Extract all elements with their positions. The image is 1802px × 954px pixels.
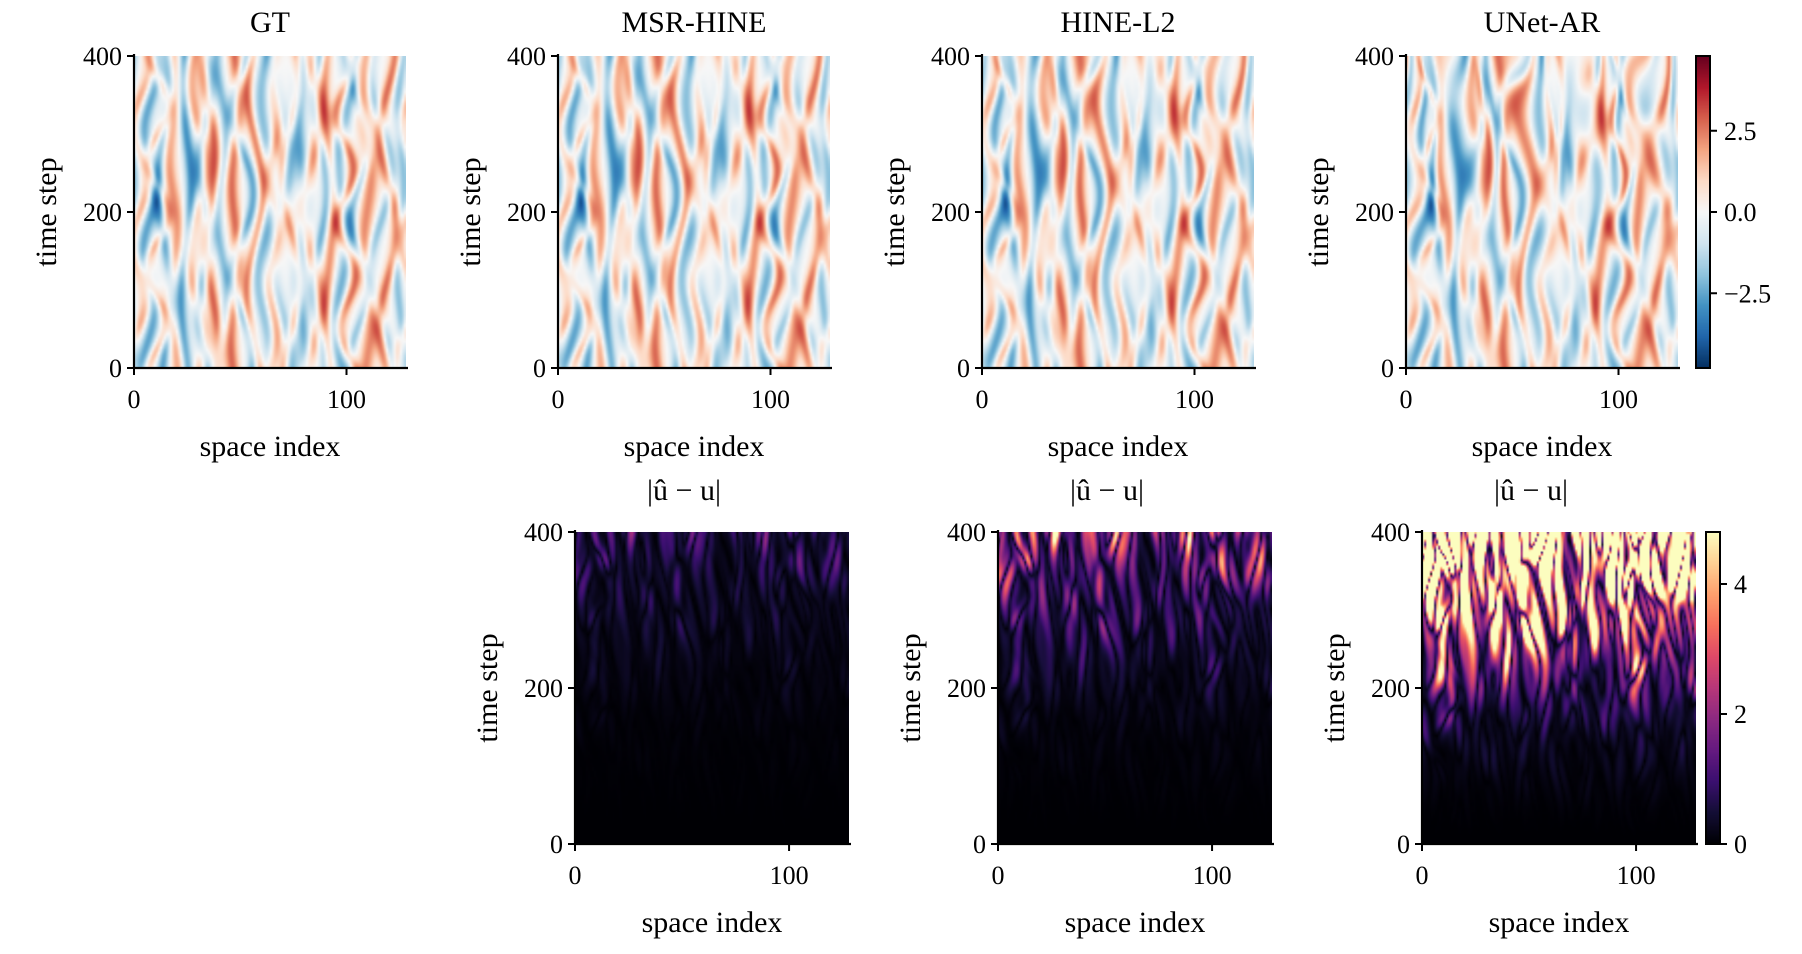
field-heatmap (558, 56, 830, 368)
x-axis-label: space index (1065, 906, 1206, 939)
y-tick-label: 400 (507, 42, 546, 71)
y-tick-label: 0 (1397, 830, 1410, 859)
y-tick-label: 200 (507, 198, 546, 227)
error-heatmap (575, 532, 849, 844)
error-panel-msr: |û − u| 0 200 400 0 100 space index time step (471, 474, 851, 939)
error-colorbar-gradient (1706, 532, 1720, 844)
panel-title: GT (250, 6, 290, 39)
y-tick-label: 0 (550, 830, 563, 859)
x-tick-label: 100 (1599, 385, 1638, 414)
y-axis-label: time step (894, 633, 927, 742)
error-panel-l2: |û − u| 0 200 400 0 100 space index time step (894, 474, 1274, 939)
error-panel-unet: |û − u| 0 200 400 0 100 space index time step (1318, 474, 1698, 939)
panel-title: UNet-AR (1484, 6, 1601, 39)
y-tick-label: 0 (973, 830, 986, 859)
panel-title: MSR-HINE (621, 6, 766, 39)
y-tick-label: 200 (947, 674, 986, 703)
x-tick-label: 0 (128, 385, 141, 414)
field-colorbar-tick-label: 2.5 (1724, 117, 1757, 146)
field-colorbar-gradient (1696, 56, 1710, 368)
x-axis-label: space index (1472, 430, 1613, 463)
x-axis-label: space index (1048, 430, 1189, 463)
error-colorbar: 4 2 0 (1705, 531, 1747, 859)
field-panel-gt: GT 0 200 400 0 100 space index time step (30, 6, 408, 463)
y-tick-label: 400 (524, 518, 563, 547)
error-colorbar-tick-label: 0 (1734, 830, 1747, 859)
panel-title: |û − u| (647, 474, 721, 507)
x-tick-label: 0 (552, 385, 565, 414)
error-colorbar-tick-label: 4 (1734, 570, 1747, 599)
x-tick-label: 100 (770, 861, 809, 890)
x-tick-label: 100 (1617, 861, 1656, 890)
x-tick-label: 0 (569, 861, 582, 890)
x-tick-label: 0 (992, 861, 1005, 890)
y-tick-label: 200 (931, 198, 970, 227)
y-tick-label: 0 (957, 354, 970, 383)
panel-title: HINE-L2 (1061, 6, 1176, 39)
field-panel-l2: HINE-L2 0 200 400 0 100 space index time step (878, 6, 1256, 463)
y-axis-label: time step (471, 633, 504, 742)
y-tick-label: 0 (533, 354, 546, 383)
y-axis-label: time step (30, 157, 63, 266)
field-colorbar-tick-label: −2.5 (1724, 279, 1771, 308)
field-colorbar-tick-label: 0.0 (1724, 198, 1757, 227)
field-panel-unet: UNet-AR 0 200 400 0 100 space index time step (1302, 6, 1680, 463)
y-tick-label: 400 (931, 42, 970, 71)
y-tick-label: 200 (524, 674, 563, 703)
x-axis-label: space index (624, 430, 765, 463)
y-tick-label: 0 (109, 354, 122, 383)
y-tick-label: 400 (83, 42, 122, 71)
y-axis-label: time step (878, 157, 911, 266)
x-tick-label: 100 (327, 385, 366, 414)
x-tick-label: 100 (751, 385, 790, 414)
x-tick-label: 0 (1400, 385, 1413, 414)
x-tick-label: 100 (1175, 385, 1214, 414)
field-heatmap (1406, 56, 1678, 368)
field-heatmap (134, 56, 406, 368)
field-panel-msr: MSR-HINE 0 200 400 0 100 space index time step (454, 6, 832, 463)
y-tick-label: 200 (1371, 674, 1410, 703)
error-heatmap (1422, 532, 1696, 844)
y-tick-label: 200 (1355, 198, 1394, 227)
y-tick-label: 400 (947, 518, 986, 547)
x-axis-label: space index (642, 906, 783, 939)
y-tick-label: 0 (1381, 354, 1394, 383)
error-colorbar-frame (1705, 531, 1721, 845)
x-axis-label: space index (1489, 906, 1630, 939)
y-axis-label: time step (454, 157, 487, 266)
y-tick-label: 400 (1371, 518, 1410, 547)
error-colorbar-tick-label: 2 (1734, 700, 1747, 729)
x-axis-label: space index (200, 430, 341, 463)
y-tick-label: 200 (83, 198, 122, 227)
panel-title: |û − u| (1494, 474, 1568, 507)
x-tick-label: 0 (1416, 861, 1429, 890)
y-tick-label: 400 (1355, 42, 1394, 71)
error-heatmap (998, 532, 1272, 844)
x-tick-label: 100 (1193, 861, 1232, 890)
field-heatmap (982, 56, 1254, 368)
field-colorbar: 2.5 0.0 −2.5 (1695, 55, 1771, 369)
y-axis-label: time step (1302, 157, 1335, 266)
panel-title: |û − u| (1070, 474, 1144, 507)
x-tick-label: 0 (976, 385, 989, 414)
y-axis-label: time step (1318, 633, 1351, 742)
